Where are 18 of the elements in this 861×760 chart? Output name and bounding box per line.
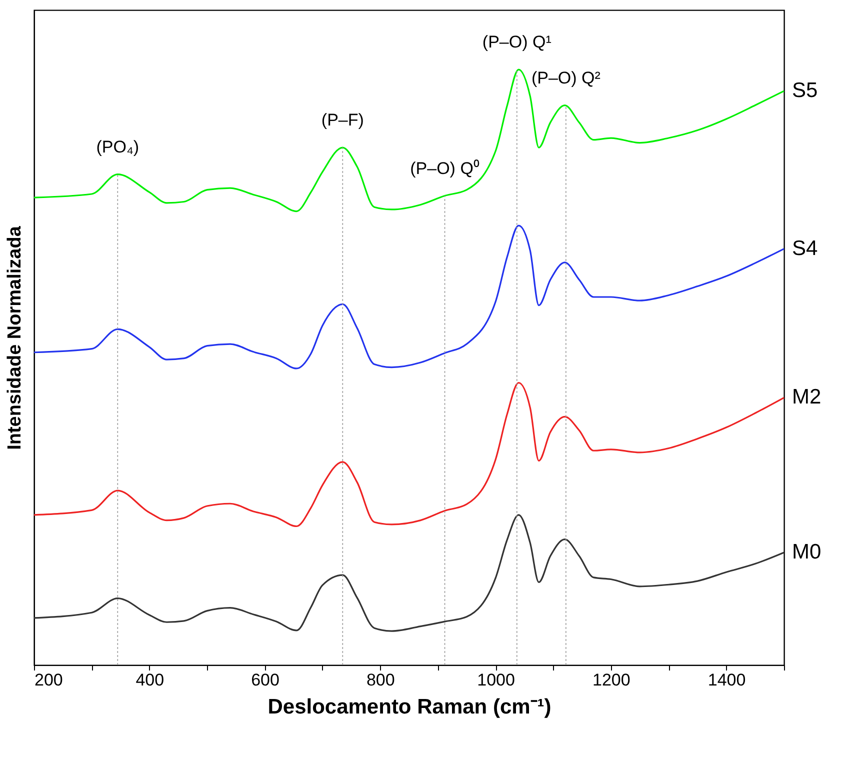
x-axis-title: Deslocamento Raman (cm⁻¹)	[268, 696, 552, 718]
y-axis-title: Intensidade Normalizada	[4, 226, 26, 450]
ref-line-label: (P–O) Q²	[531, 68, 601, 88]
series-label: M2	[792, 386, 822, 409]
x-tick-label: 1000	[477, 670, 515, 690]
x-tick-label: 400	[136, 670, 164, 690]
x-tick-label: 800	[366, 670, 395, 690]
x-tick-label: 1200	[592, 670, 630, 690]
ref-line-label: (PO₄)	[96, 137, 140, 156]
ref-line-label: (P–O) Q⁰	[410, 158, 480, 178]
x-tick-label: 1400	[708, 670, 746, 690]
ref-line-label: (P–F)	[321, 110, 364, 130]
x-tick-label: 200	[34, 670, 63, 690]
series-label: S4	[792, 236, 818, 260]
series-label: S5	[792, 78, 818, 102]
series-label: M0	[792, 540, 822, 564]
x-tick-label: 600	[251, 670, 280, 690]
ref-line-label: (P–O) Q¹	[482, 32, 552, 52]
